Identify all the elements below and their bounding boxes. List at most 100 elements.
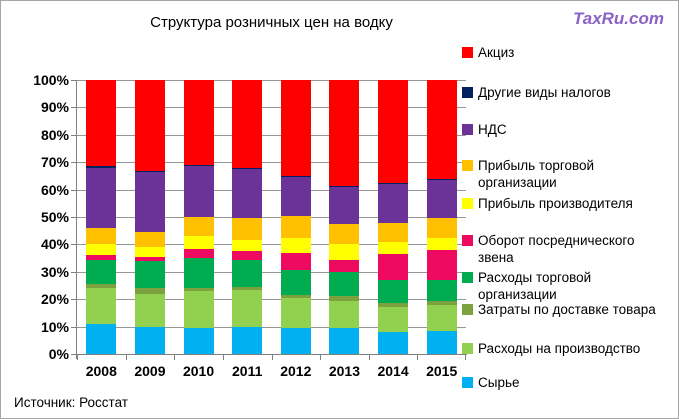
gridline: [77, 134, 466, 136]
plot-area: [71, 80, 467, 360]
y-axis-label: 0%: [48, 346, 69, 362]
chart-title: Структура розничных цен на водку: [150, 14, 393, 31]
x-axis-label: 2014: [377, 363, 409, 379]
gridline: [77, 107, 466, 109]
bar-segment: [183, 291, 214, 328]
bar-segment: [329, 259, 360, 272]
stacked-bar-2010: [183, 80, 214, 354]
bar-slot-2009: [126, 80, 175, 354]
legend-swatch-icon: [462, 198, 473, 209]
bar-segment: [134, 247, 165, 257]
bar-segment: [232, 289, 263, 327]
bar-segment: [134, 232, 165, 248]
bar-slot-2012: [272, 80, 321, 354]
stacked-bar-2012: [280, 80, 311, 354]
y-axis-label: 10%: [40, 318, 69, 335]
bar-segment: [134, 80, 165, 171]
y-axis-tick: [71, 80, 76, 81]
gridline: [77, 299, 466, 301]
legend-swatch-icon: [462, 343, 473, 354]
bars-container: [77, 80, 466, 354]
bar-segment: [280, 252, 311, 271]
legend-label: Расходы на производство: [478, 341, 641, 356]
legend-swatch-icon: [462, 160, 473, 171]
bar-segment: [86, 228, 117, 245]
legend-swatch-icon: [462, 87, 473, 98]
bar-slot-2010: [174, 80, 223, 354]
bar-segment: [183, 258, 214, 289]
bar-segment: [329, 223, 360, 245]
bar-segment: [378, 182, 409, 185]
x-axis-tick: [77, 355, 78, 360]
legend-item: Акциз: [462, 44, 514, 61]
stacked-bar-2014: [378, 80, 409, 354]
y-axis-label: 30%: [40, 263, 69, 280]
bar-segment: [183, 80, 214, 166]
stacked-bar-2011: [232, 80, 263, 354]
bar-slot-2014: [369, 80, 418, 354]
gridline: [77, 217, 466, 218]
bar-segment: [329, 296, 360, 301]
bar-segment: [183, 217, 214, 237]
bar-segment: [134, 170, 165, 172]
legend-item: Прибыль торговой организации: [462, 157, 594, 191]
bar-segment: [426, 80, 457, 179]
x-axis-label: 2015: [426, 363, 458, 379]
bar-segment: [426, 237, 457, 250]
bar-segment: [183, 327, 214, 354]
y-axis-label: 70%: [40, 154, 69, 171]
legend-swatch-icon: [462, 235, 473, 246]
bar-segment: [378, 254, 409, 281]
chart-legend: Акциз Другие виды налогов НДС Прибыль торго…: [462, 1, 674, 401]
bar-segment: [378, 184, 409, 223]
legend-label: Затраты по доставке товара: [478, 302, 656, 317]
y-axis-tick: [71, 326, 76, 328]
bar-segment: [378, 222, 409, 242]
stacked-bar-2009: [134, 80, 165, 354]
y-axis-tick: [71, 244, 76, 246]
y-axis-label: 40%: [40, 236, 69, 253]
x-axis-tick: [465, 355, 466, 360]
x-axis-tick: [222, 355, 224, 360]
bar-segment: [426, 300, 457, 305]
bar-segment: [86, 323, 117, 354]
legend-swatch-icon: [462, 272, 473, 283]
bar-segment: [232, 167, 263, 170]
bar-segment: [232, 218, 263, 241]
x-axis-line: [76, 354, 467, 355]
y-axis-tick: [71, 189, 76, 191]
bar-segment: [329, 185, 360, 187]
legend-item: Затраты по доставке товара: [462, 301, 656, 318]
bar-segment: [378, 303, 409, 308]
x-axis-label: 2011: [232, 363, 263, 379]
stacked-bar-2008: [86, 80, 117, 354]
x-axis-tick: [125, 355, 127, 360]
legend-label: Прибыль торговой организации: [478, 158, 595, 190]
bar-segment: [426, 218, 457, 238]
bar-segment: [183, 236, 214, 249]
legend-item: Расходы на производство: [462, 340, 640, 357]
bar-segment: [86, 284, 117, 289]
stacked-bar-2015: [426, 80, 457, 354]
bar-segment: [329, 327, 360, 354]
legend-label: НДС: [478, 122, 507, 137]
x-axis-tick: [174, 355, 176, 360]
y-axis-label: 100%: [33, 72, 69, 88]
legend-item: Сырье: [462, 374, 520, 391]
bar-segment: [280, 297, 311, 328]
bar-segment: [232, 286, 263, 290]
legend-label: Другие виды налогов: [478, 85, 611, 100]
legend-swatch-icon: [462, 47, 473, 58]
y-axis-label: 60%: [40, 181, 69, 198]
gridline: [77, 80, 466, 81]
bar-segment: [329, 186, 360, 224]
source-note: Источник: Росстат: [14, 395, 128, 410]
bar-segment: [86, 255, 117, 260]
bar-segment: [280, 327, 311, 354]
legend-label: Акциз: [478, 45, 515, 60]
bar-slot-2011: [223, 80, 272, 354]
y-axis-tick: [71, 354, 76, 355]
y-axis-tick: [71, 271, 76, 273]
y-axis-label: 80%: [40, 126, 69, 143]
